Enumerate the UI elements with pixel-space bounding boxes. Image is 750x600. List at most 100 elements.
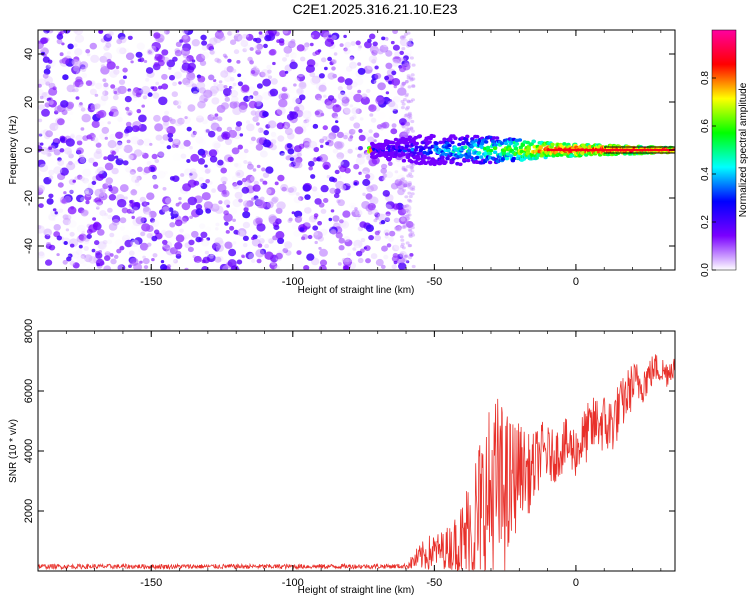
signal-cell xyxy=(514,142,520,146)
noise-cell xyxy=(72,30,79,34)
noise-cell xyxy=(167,117,173,122)
snr-x-label: Height of straight line (km) xyxy=(298,585,415,596)
signal-cell xyxy=(451,157,456,161)
x-tick-label: 0 xyxy=(573,276,579,288)
noise-cell xyxy=(126,208,132,214)
noise-cell xyxy=(38,225,42,230)
noise-cell xyxy=(38,185,45,193)
noise-cell xyxy=(209,155,218,163)
noise-cell xyxy=(87,105,96,113)
noise-cell xyxy=(342,183,351,191)
noise-cell xyxy=(293,83,297,87)
noise-cell xyxy=(224,55,228,59)
noise-cell xyxy=(76,224,86,233)
signal-cell xyxy=(538,146,543,150)
noise-cell xyxy=(293,230,301,237)
noise-cell xyxy=(242,221,250,229)
noise-cell xyxy=(67,206,77,215)
noise-cell xyxy=(162,206,170,214)
noise-cell xyxy=(406,114,411,119)
noise-cell xyxy=(124,95,132,103)
noise-cell xyxy=(237,228,247,237)
signal-cell xyxy=(467,151,472,156)
noise-cell xyxy=(64,147,72,155)
noise-cell xyxy=(293,196,302,204)
noise-cell xyxy=(112,87,122,96)
noise-cell xyxy=(404,132,409,136)
noise-cell xyxy=(106,239,113,245)
noise-cell xyxy=(409,126,414,130)
noise-cell xyxy=(230,86,234,90)
noise-cell xyxy=(235,121,243,127)
noise-cell xyxy=(56,38,63,45)
noise-cell xyxy=(406,216,411,220)
noise-cell xyxy=(222,199,228,204)
noise-cell xyxy=(77,157,85,164)
noise-cell xyxy=(65,138,75,147)
noise-cell xyxy=(91,180,97,185)
noise-cell xyxy=(400,132,405,136)
signal-cell xyxy=(431,134,436,138)
noise-cell xyxy=(38,89,44,96)
noise-cell xyxy=(104,162,114,171)
noise-cell xyxy=(145,67,154,74)
noise-cell xyxy=(387,100,396,108)
noise-cell xyxy=(404,214,409,218)
noise-cell xyxy=(371,208,379,215)
signal-cell xyxy=(474,138,479,143)
noise-cell xyxy=(111,202,117,208)
noise-cell xyxy=(374,234,381,242)
noise-cell xyxy=(133,149,143,157)
noise-cell xyxy=(203,98,208,102)
noise-cell xyxy=(405,127,410,131)
noise-cell xyxy=(133,206,139,211)
noise-cell xyxy=(157,151,165,158)
noise-cell xyxy=(139,242,149,251)
noise-cell xyxy=(404,80,409,84)
noise-cell xyxy=(409,174,414,178)
x-tick-label: -50 xyxy=(426,577,442,589)
noise-cell xyxy=(128,154,135,160)
noise-cell xyxy=(344,239,353,247)
noise-cell xyxy=(228,86,233,89)
noise-cell xyxy=(69,243,75,248)
noise-cell xyxy=(353,239,363,249)
noise-cell xyxy=(226,204,230,208)
noise-cell xyxy=(410,192,415,196)
noise-cell xyxy=(75,96,80,100)
noise-cell xyxy=(381,105,391,114)
noise-cell xyxy=(299,227,305,232)
noise-cell xyxy=(406,122,410,126)
noise-cell xyxy=(271,134,278,141)
signal-cell xyxy=(428,150,433,155)
noise-cell xyxy=(220,167,227,174)
noise-cell xyxy=(89,42,98,50)
noise-cell xyxy=(262,180,268,186)
noise-cell xyxy=(347,148,353,154)
noise-cell xyxy=(281,186,287,192)
noise-cell xyxy=(200,34,207,41)
noise-cell xyxy=(255,143,264,151)
noise-cell xyxy=(137,248,142,252)
noise-cell xyxy=(404,121,411,127)
noise-cell xyxy=(182,30,189,34)
noise-cell xyxy=(107,207,113,213)
noise-cell xyxy=(406,210,411,214)
noise-cell xyxy=(178,197,182,201)
noise-cell xyxy=(406,64,411,69)
noise-cell xyxy=(294,126,304,135)
noise-cell xyxy=(344,150,349,155)
noise-cell xyxy=(355,209,363,217)
noise-cell xyxy=(359,152,366,158)
noise-cell xyxy=(170,263,175,267)
noise-cell xyxy=(349,61,357,69)
noise-cell xyxy=(214,57,220,63)
noise-cell xyxy=(403,204,412,212)
noise-cell xyxy=(79,176,85,182)
noise-cell xyxy=(403,113,408,118)
noise-cell xyxy=(278,98,288,108)
noise-cell xyxy=(97,109,107,118)
noise-cell xyxy=(38,40,44,50)
noise-cell xyxy=(358,134,366,142)
noise-cell xyxy=(268,238,274,244)
